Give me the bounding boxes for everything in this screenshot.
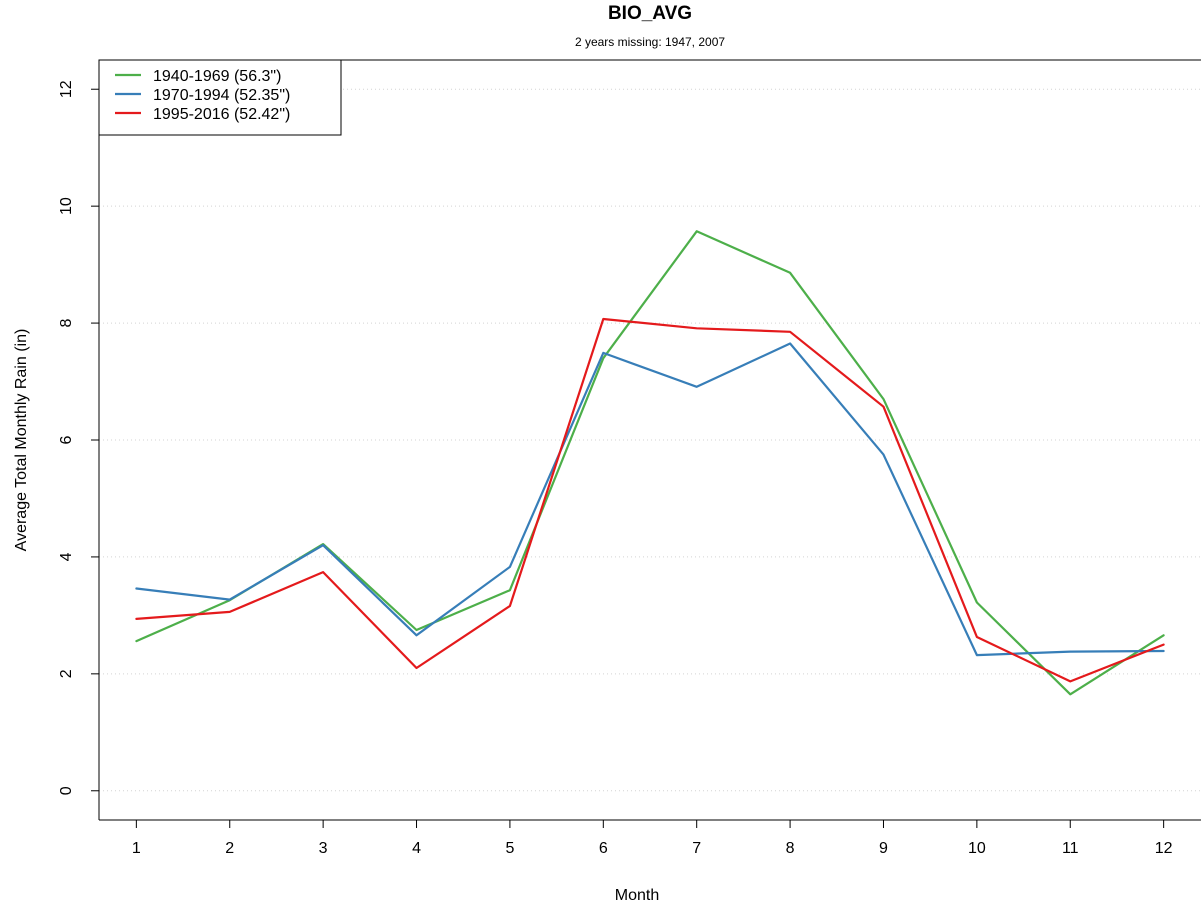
series-line-3 [135,317,1165,683]
x-tick-label: 3 [319,840,328,857]
x-tick-label: 4 [412,840,421,857]
legend-label: 1995-2016 (52.42") [153,106,290,123]
y-tick-label: 8 [58,319,75,328]
x-tick-label: 10 [968,840,986,857]
x-tick-label: 9 [879,840,888,857]
x-tick-label: 5 [505,840,514,857]
x-tick-label: 6 [599,840,608,857]
x-tick-label: 12 [1155,840,1173,857]
series-line-1 [135,230,1165,696]
x-tick-label: 7 [692,840,701,857]
series-line-2 [135,342,1165,657]
x-tick-label: 1 [132,840,141,857]
legend: 1940-1969 (56.3") 1970-1994 (52.35") 1995-… [98,59,342,136]
chart-title: BIO_AVG [608,3,692,24]
y-tick-label: 12 [58,80,75,98]
x-axis-title: Month [615,887,659,904]
y-tick-label: 2 [58,669,75,678]
gridlines [99,88,1201,792]
legend-label: 1970-1994 (52.35") [153,87,290,104]
y-tick-label: 0 [58,786,75,795]
y-tick-label: 6 [58,435,75,444]
chart-subtitle: 2 years missing: 1947, 2007 [575,35,725,49]
y-tick-label: 10 [58,197,75,215]
x-tick-label: 8 [786,840,795,857]
x-tick-label: 2 [225,840,234,857]
series-lines [135,230,1165,696]
y-axis-title: Average Total Monthly Rain (in) [13,329,30,552]
y-tick-label: 4 [58,552,75,561]
x-tick-label: 11 [1062,840,1079,857]
legend-box [98,59,342,136]
legend-label: 1940-1969 (56.3") [153,68,281,85]
